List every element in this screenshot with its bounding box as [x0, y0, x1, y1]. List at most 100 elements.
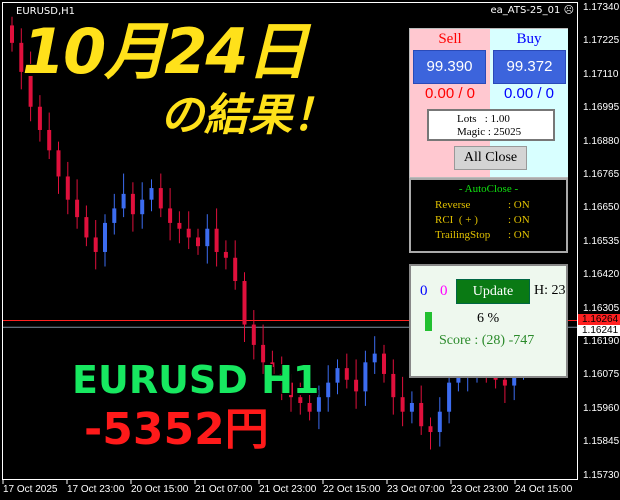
candle-body [344, 368, 349, 380]
sad-face-icon: ☹ [563, 5, 574, 16]
hour-label: H: 23 [534, 283, 566, 298]
time-tick: 23 Oct 23:00 [451, 484, 509, 495]
candle-body [196, 237, 200, 247]
candle-body [307, 402, 312, 412]
candle-body [37, 106, 42, 130]
buy-label: Buy [516, 31, 542, 47]
update-button[interactable]: Update [456, 279, 530, 304]
price-tick: 1.17225 [583, 35, 620, 47]
candle-body [326, 382, 331, 398]
ea-name: ea_ATS-25_01 ☹ [491, 5, 574, 16]
candle-body [112, 208, 117, 223]
candle-body [168, 208, 173, 223]
autoclose-rci-value: : ON [508, 214, 530, 226]
autoclose-trailing-value: : ON [508, 229, 530, 241]
candle-body [437, 411, 442, 433]
price-tick: 1.16995 [583, 102, 620, 114]
buy-count: 0 [420, 283, 428, 299]
candle-body [289, 382, 293, 398]
status-panel: 0 0 Update H: 23 6 % Score : (28) -747 [409, 264, 568, 378]
autoclose-reverse-value: : ON [508, 199, 530, 211]
candle-body [10, 25, 14, 43]
candle-body [140, 199, 145, 215]
ea-name-text: ea_ATS-25_01 [490, 5, 561, 16]
price-tick: 1.15730 [583, 469, 620, 481]
candle-body [158, 188, 163, 209]
candle-body [270, 362, 275, 374]
time-tick: 21 Oct 23:00 [259, 484, 317, 495]
candle-body [382, 353, 386, 374]
autoclose-title: - AutoClose - [458, 183, 519, 195]
time-tick: 22 Oct 15:00 [323, 484, 381, 495]
candle-body [391, 373, 396, 398]
price-tick: 1.17110 [583, 68, 619, 80]
candle-body [84, 217, 89, 238]
candle-body [47, 129, 52, 151]
price-tick: 1.16075 [583, 369, 620, 381]
candle-body [205, 228, 210, 247]
candle-body [233, 257, 238, 282]
sell-button[interactable]: 99.390 [413, 50, 486, 84]
candle-body [456, 373, 461, 383]
price-tick: 1.16765 [583, 169, 620, 180]
price-tick: 1.16305 [583, 302, 620, 314]
candle-body [121, 193, 126, 209]
price-tick: 1.16420 [583, 269, 620, 281]
candle-body [149, 188, 154, 200]
time-tick: 24 Oct 15:00 [515, 484, 573, 495]
overlay-pair: EURUSD H1 [71, 358, 320, 402]
candle-body [354, 379, 359, 392]
candle-body [130, 193, 135, 215]
candle-body [279, 373, 284, 383]
all-close-button[interactable]: All Close [454, 146, 527, 170]
autoclose-rci: RCI ( + ) [435, 214, 478, 226]
progress-fill [425, 312, 432, 331]
autoclose-panel: - AutoClose - Reverse: ON RCI ( + ): ON … [409, 178, 568, 253]
progress-bar [425, 312, 432, 331]
candle-body [372, 353, 377, 363]
candle-body [335, 368, 340, 383]
sell-pl: 0.00 / 0 [424, 85, 476, 102]
candle-body [186, 228, 191, 238]
price-tick: 1.16650 [583, 202, 620, 214]
time-tick: 21 Oct 07:00 [195, 484, 253, 495]
magic-value: Magic : 25025 [457, 126, 522, 138]
candle-body [363, 362, 368, 392]
price-tick: 1.15845 [583, 436, 620, 448]
price-tick: 1.17340 [583, 2, 620, 13]
sell-count: 0 [440, 283, 448, 299]
candle-body [93, 237, 98, 252]
price-tick: 1.16535 [583, 235, 620, 247]
candle-body [103, 222, 107, 252]
overlay-date: 10月24日 [21, 15, 310, 88]
ask-price-label: 1.16264 [578, 314, 620, 325]
buy-pl: 0.00 / 0 [503, 85, 555, 102]
lots-value: Lots : 1.00 [457, 113, 510, 125]
overlay-result: の結果！ [159, 90, 337, 141]
time-tick: 17 Oct 2025 [3, 484, 58, 495]
candle-body [447, 382, 452, 412]
candle-body [251, 324, 256, 345]
time-tick: 17 Oct 23:00 [67, 484, 125, 495]
candle-body [177, 222, 182, 229]
trade-panel: Sell Buy 99.390 99.372 0.00 / 0 0.00 / 0… [409, 28, 568, 178]
candle-body [28, 71, 33, 107]
price-tick: 1.16190 [583, 336, 620, 347]
candle-body [419, 402, 424, 427]
chart-frame [2, 2, 578, 480]
candle-body [214, 228, 219, 252]
candle-body [502, 379, 507, 386]
candle-body [428, 426, 433, 433]
autoclose-trailing: TrailingStop [435, 229, 491, 241]
lots-box[interactable]: Lots : 1.00 Magic : 25025 [427, 109, 555, 141]
candle-body [242, 281, 247, 325]
candle-body [75, 199, 80, 218]
candle-body [261, 344, 266, 363]
buy-button[interactable]: 99.372 [493, 50, 566, 84]
time-tick: 23 Oct 07:00 [387, 484, 445, 495]
candle-body [65, 176, 70, 200]
sell-label: Sell [438, 31, 462, 47]
candle-body [223, 251, 228, 258]
bid-price-label: 1.16241 [578, 325, 620, 336]
candle-body [316, 397, 321, 412]
